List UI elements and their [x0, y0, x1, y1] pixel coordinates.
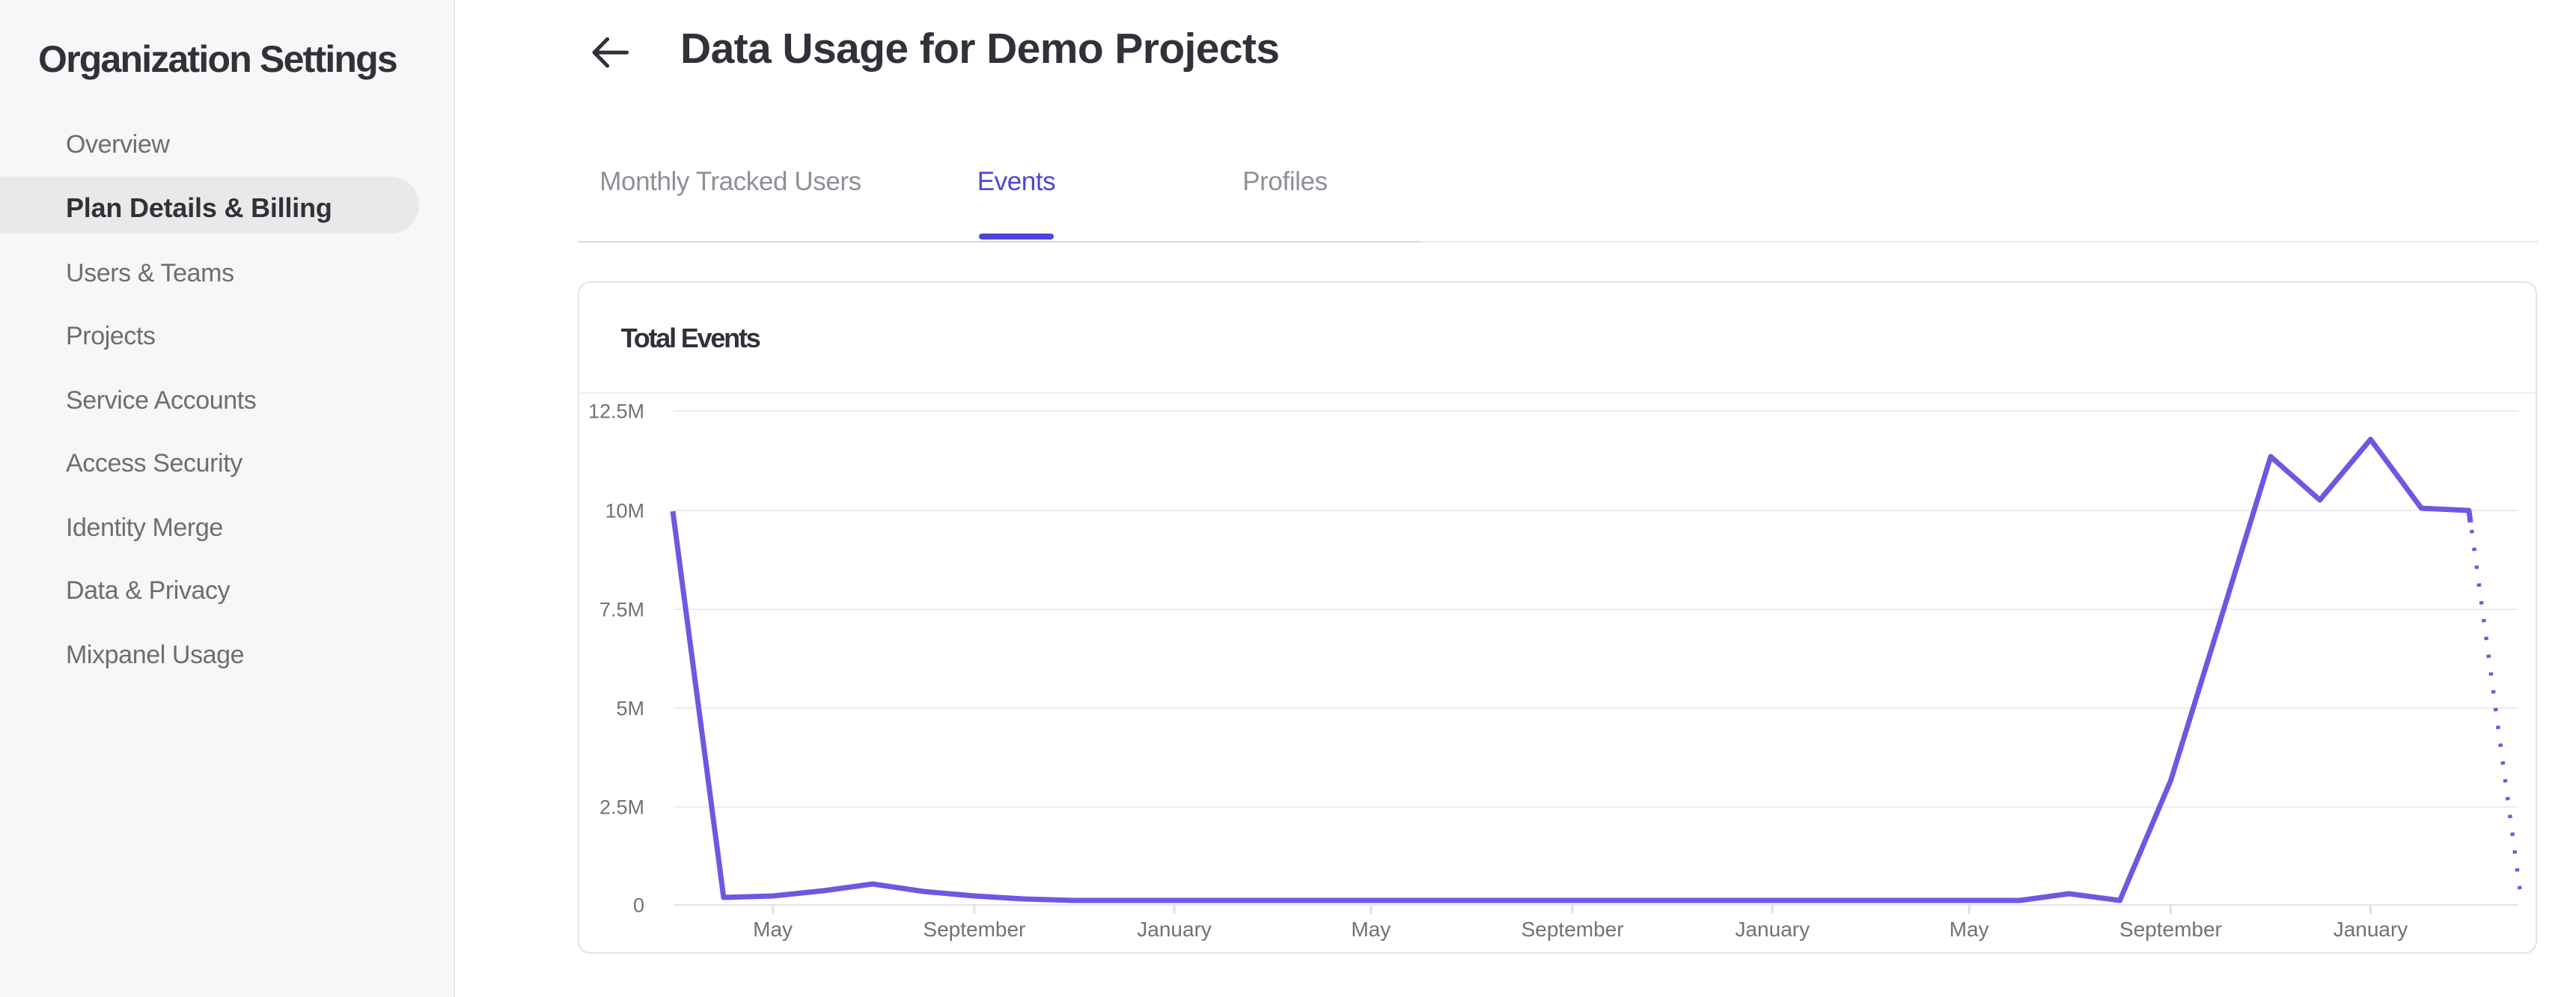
svg-text:September: September — [2119, 917, 2222, 940]
svg-text:May: May — [1950, 917, 1989, 940]
svg-text:January: January — [1735, 917, 1810, 940]
svg-text:January: January — [1137, 917, 1212, 940]
svg-text:5M: 5M — [616, 697, 644, 719]
svg-text:7.5M: 7.5M — [599, 598, 644, 621]
svg-text:12.5M: 12.5M — [588, 400, 644, 422]
svg-text:May: May — [1351, 917, 1391, 940]
svg-text:10M: 10M — [605, 499, 644, 522]
svg-text:May: May — [753, 917, 793, 940]
svg-text:0: 0 — [633, 894, 644, 916]
svg-text:September: September — [1522, 917, 1624, 940]
svg-text:September: September — [923, 917, 1025, 940]
svg-text:2.5M: 2.5M — [599, 796, 644, 818]
svg-text:January: January — [2334, 917, 2408, 940]
